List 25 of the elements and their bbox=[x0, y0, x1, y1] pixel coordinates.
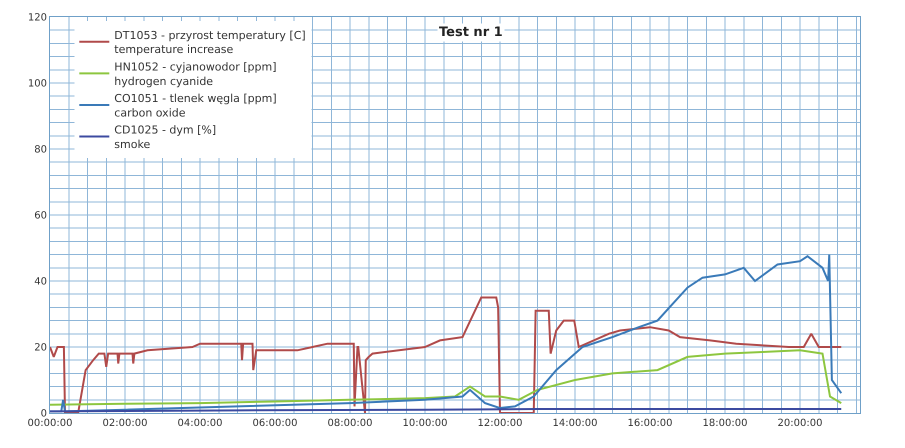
legend-label: CO1051 - tlenek węgla [ppm] carbon oxide bbox=[114, 92, 277, 120]
x-tick-label: 14:00:00 bbox=[552, 418, 598, 429]
x-tick-label: 10:00:00 bbox=[402, 418, 448, 429]
line-series bbox=[50, 349, 842, 406]
y-tick-label: 40 bbox=[34, 276, 47, 288]
y-tick-label: 120 bbox=[28, 12, 47, 24]
x-tick-label: 04:00:00 bbox=[178, 418, 222, 429]
legend-label: HN1052 - cyjanowodor [ppm] hydrogen cyanide bbox=[114, 60, 277, 88]
y-tick-label: 20 bbox=[34, 342, 47, 354]
y-tick-label: 100 bbox=[28, 78, 47, 90]
x-tick-label: 18:00:00 bbox=[702, 418, 748, 429]
y-tick-label: 60 bbox=[34, 210, 47, 222]
line-series bbox=[50, 296, 842, 413]
x-tick-label: 20:00:00 bbox=[778, 418, 822, 429]
x-tick-label: 08:00:00 bbox=[328, 418, 372, 429]
x-tick-label: 00:00:00 bbox=[28, 418, 72, 429]
x-tick-label: 16:00:00 bbox=[628, 418, 672, 429]
y-tick-label: 0 bbox=[40, 408, 47, 420]
legend-label: DT1053 - przyrost temperatury [C] temperature increase bbox=[114, 28, 306, 56]
x-tick-label: 06:00:00 bbox=[252, 418, 298, 429]
y-tick-label: 80 bbox=[34, 144, 47, 156]
x-tick-label: 12:00:00 bbox=[478, 418, 522, 429]
x-tick-label: 02:00:00 bbox=[102, 418, 148, 429]
text: Test nr 1 bbox=[439, 25, 503, 40]
legend-label: CD1025 - dym [%] smoke bbox=[114, 124, 216, 151]
